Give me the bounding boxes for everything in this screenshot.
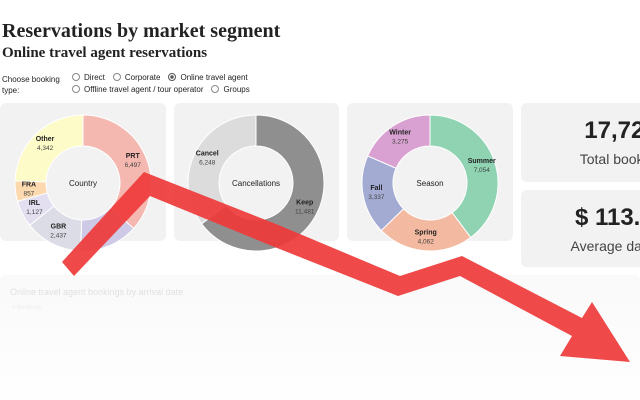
control-label: Choose booking type:	[2, 75, 60, 95]
radio-button[interactable]	[72, 73, 80, 81]
radio-group: Direct Corporate Online travel agent Offlin…	[72, 72, 282, 96]
segment-value: 7,054	[474, 167, 491, 174]
radio-label[interactable]: Offline travel agent / tour operator	[84, 85, 204, 94]
page-subtitle: Online travel agent reservations	[2, 45, 208, 61]
red-arrow	[62, 172, 630, 362]
segment-value: 4,342	[37, 145, 54, 152]
segment-label: Fall	[370, 185, 382, 192]
radio-option[interactable]: Direct	[72, 72, 105, 84]
segment-value: 6,497	[125, 162, 142, 169]
segment-label: PRT	[126, 153, 141, 160]
radio-button[interactable]	[211, 85, 220, 93]
radio-button[interactable]	[72, 85, 80, 93]
donut-hole	[47, 147, 119, 219]
donut-center-label: Season	[416, 179, 443, 188]
kpi-value: $ 113.43	[574, 204, 640, 231]
page-title: Reservations by market segment	[2, 20, 281, 42]
segment-label: GBR	[51, 224, 67, 231]
segment-value: 3,275	[392, 138, 409, 145]
segment-value: 6,248	[199, 160, 216, 167]
segment-value: 1,127	[26, 209, 43, 216]
radio-label[interactable]: Corporate	[124, 73, 161, 82]
segment-value: 3,337	[368, 194, 385, 201]
donut-hole	[220, 147, 292, 219]
donut-segment	[429, 114, 499, 239]
kpi-card: 17,729 Total booking	[521, 103, 640, 182]
radio-label[interactable]: Online travel agent	[180, 73, 248, 82]
segment-label: Winter	[389, 129, 411, 136]
segment-value: 857	[23, 191, 34, 198]
donut-segment	[366, 114, 431, 169]
radio-option[interactable]: Online travel agent	[168, 72, 248, 84]
donut-center-label: Cancellations	[232, 179, 280, 188]
donut-hole	[394, 147, 466, 219]
radio-option[interactable]: Corporate	[112, 72, 161, 84]
donut-segment	[14, 114, 84, 183]
segment-value: 4,062	[418, 238, 435, 245]
radio-button[interactable]	[168, 73, 177, 81]
segment-label: Spring	[415, 229, 437, 236]
radio-option[interactable]: Groups	[211, 84, 250, 96]
radio-label[interactable]: Direct	[84, 73, 105, 82]
segment-label: FRA	[22, 182, 36, 189]
segment-label: Summer	[468, 158, 496, 165]
segment-label: IRL	[29, 200, 41, 207]
segment-label: Keep	[296, 199, 313, 206]
segment-label: Cancel	[196, 151, 219, 158]
kpi-label: Total booking	[579, 151, 640, 167]
segment-value: 2,437	[50, 233, 67, 240]
kpi-card: $ 113.43 Average daily ra	[521, 190, 640, 267]
segment-label: Other	[36, 136, 55, 143]
radio-button[interactable]	[112, 73, 121, 81]
radio-option[interactable]: Offline travel agent / tour operator	[72, 84, 203, 96]
segment-value: 11,481	[295, 208, 315, 215]
kpi-value: 17,729	[584, 117, 640, 144]
kpi-label: Average daily ra	[570, 238, 640, 254]
donut-center-label: Country	[69, 179, 97, 188]
radio-label[interactable]: Groups	[223, 85, 250, 94]
